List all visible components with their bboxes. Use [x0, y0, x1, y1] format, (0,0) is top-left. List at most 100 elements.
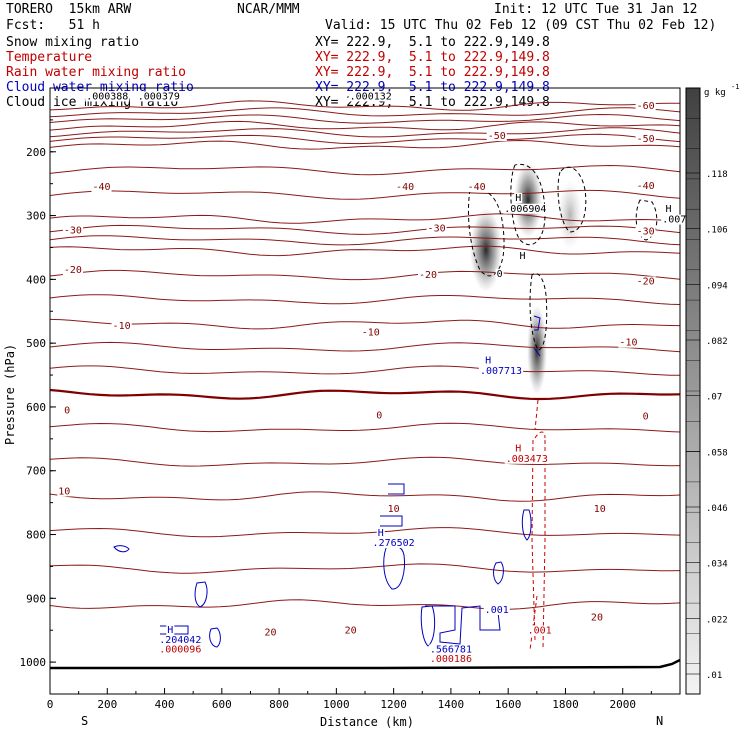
- contour-label: -60: [637, 101, 655, 112]
- label-background: [635, 180, 656, 191]
- x-tick-label: 200: [97, 698, 117, 711]
- colorbar-unit: g kg: [704, 88, 726, 98]
- y-tick-label: 1000: [20, 656, 47, 669]
- x-axis-title: Distance (km): [320, 715, 414, 729]
- temperature-contour-line: [50, 213, 680, 224]
- contour-label: 20: [264, 627, 276, 638]
- contour-label: 20: [345, 625, 357, 636]
- label-background: [263, 627, 278, 638]
- temperature-contour-line: [50, 120, 680, 131]
- contour-label: .000132: [350, 91, 392, 102]
- terrain-surface: [50, 658, 680, 670]
- contour-label: H: [167, 625, 173, 636]
- temperature-contour-line: [50, 224, 680, 235]
- label-background: [62, 225, 83, 236]
- contour-label: 0: [64, 405, 70, 416]
- label-background: [62, 264, 83, 275]
- label-background: [641, 411, 650, 422]
- label-background: [635, 276, 656, 287]
- temperature-contour-line: [50, 527, 680, 538]
- colorbar-tick-label: .034: [706, 560, 728, 570]
- legend-snow: Snow mixing ratio: [6, 35, 140, 50]
- contour-label: -20: [637, 276, 655, 287]
- temperature-contour-line: [50, 107, 680, 118]
- label-background: [503, 203, 548, 214]
- colorbar-unit-exponent: -1: [731, 83, 739, 91]
- label-background: [514, 443, 523, 454]
- contour-label: 0: [643, 412, 649, 423]
- contour-label: 20: [591, 613, 603, 624]
- colorbar-tick-label: .046: [706, 504, 728, 514]
- label-background: [478, 365, 524, 376]
- contour-label: .001: [528, 625, 552, 636]
- colorbar: .118 .106 .094 .082 .07 .058 .046 .034 .022 .01 g…: [685, 83, 739, 695]
- colorbar-tick-label: .082: [706, 337, 728, 347]
- temperature-contour-line: [50, 318, 680, 330]
- label-background: [91, 182, 112, 193]
- label-background: [57, 486, 72, 497]
- cloud-water-contours: [113, 315, 541, 648]
- label-background: [504, 453, 549, 464]
- contour-label: .276502: [373, 538, 415, 549]
- x-tick-label: 1200: [380, 698, 407, 711]
- contour-label: 10: [58, 486, 70, 497]
- y-tick-label: 900: [26, 592, 46, 605]
- temperature-contour-line: [50, 189, 680, 200]
- contour-label: .000096: [159, 645, 201, 656]
- label-background: [526, 625, 553, 636]
- contour-label: H: [666, 204, 672, 215]
- contour-label: -10: [113, 321, 131, 332]
- label-background: [486, 131, 507, 142]
- x-tick-label: 1800: [552, 698, 579, 711]
- temperature-contour-line: [50, 388, 680, 401]
- label-background: [111, 321, 132, 332]
- label-background: [661, 214, 688, 225]
- valid-time: Valid: 15 UTC Thu 02 Feb 12 (09 CST Thu …: [325, 18, 717, 33]
- temperature-contour-line: [50, 164, 680, 176]
- label-background: [426, 223, 447, 234]
- label-background: [514, 192, 523, 203]
- contour-label: -30: [637, 227, 655, 238]
- x-tick-label: 1600: [495, 698, 522, 711]
- contour-label: 10: [594, 504, 606, 515]
- label-background: [418, 270, 439, 281]
- temperature-contour-line: [50, 139, 680, 150]
- label-background: [395, 182, 416, 193]
- contour-label: H: [378, 528, 384, 539]
- contour-label: -20: [419, 270, 437, 281]
- y-tick-label: 300: [26, 210, 46, 223]
- contour-label: .001: [485, 605, 509, 616]
- temperature-contour-line: [50, 563, 680, 574]
- label-background: [518, 250, 527, 261]
- x-tick-label: 600: [212, 698, 232, 711]
- contour-label: .204042: [159, 635, 201, 646]
- contour-label: 0: [376, 410, 382, 421]
- contour-label: -10: [619, 338, 637, 349]
- temperature-contour-line: [50, 599, 680, 610]
- label-background: [375, 410, 384, 421]
- forecast-hour: Fcst: 51 h: [6, 18, 100, 33]
- colorbar-tick-label: .07: [706, 393, 722, 403]
- contour-label: .000379: [138, 91, 180, 102]
- contour-label: H: [515, 444, 521, 455]
- rain-water-contours: [529, 399, 546, 651]
- x-tick-label: 1000: [323, 698, 350, 711]
- x-axis: 0 200 400 600 800 1000 1200 1400 1600 1800 2000: [47, 688, 652, 711]
- contour-label: -40: [93, 182, 111, 193]
- label-background: [158, 634, 203, 645]
- label-background: [63, 405, 72, 416]
- label-background: [635, 101, 656, 112]
- y-tick-label: 700: [26, 465, 46, 478]
- temperature-contour-line: [50, 422, 680, 433]
- contour-label: 10: [388, 504, 400, 515]
- label-background: [158, 644, 203, 655]
- x-tick-label: 1400: [438, 698, 465, 711]
- temperature-contour-line: [50, 269, 680, 281]
- y-axis: 200 300 400 500 600 700 800 900 1000: [20, 119, 56, 695]
- organization-label: NCAR/MMM: [237, 2, 300, 17]
- label-background: [589, 612, 604, 623]
- label-background: [428, 654, 473, 665]
- contour-label: -50: [488, 131, 506, 142]
- legend-rain-xy: XY= 222.9, 5.1 to 222.9,149.8: [315, 65, 550, 80]
- contour-label: .000186: [430, 654, 472, 665]
